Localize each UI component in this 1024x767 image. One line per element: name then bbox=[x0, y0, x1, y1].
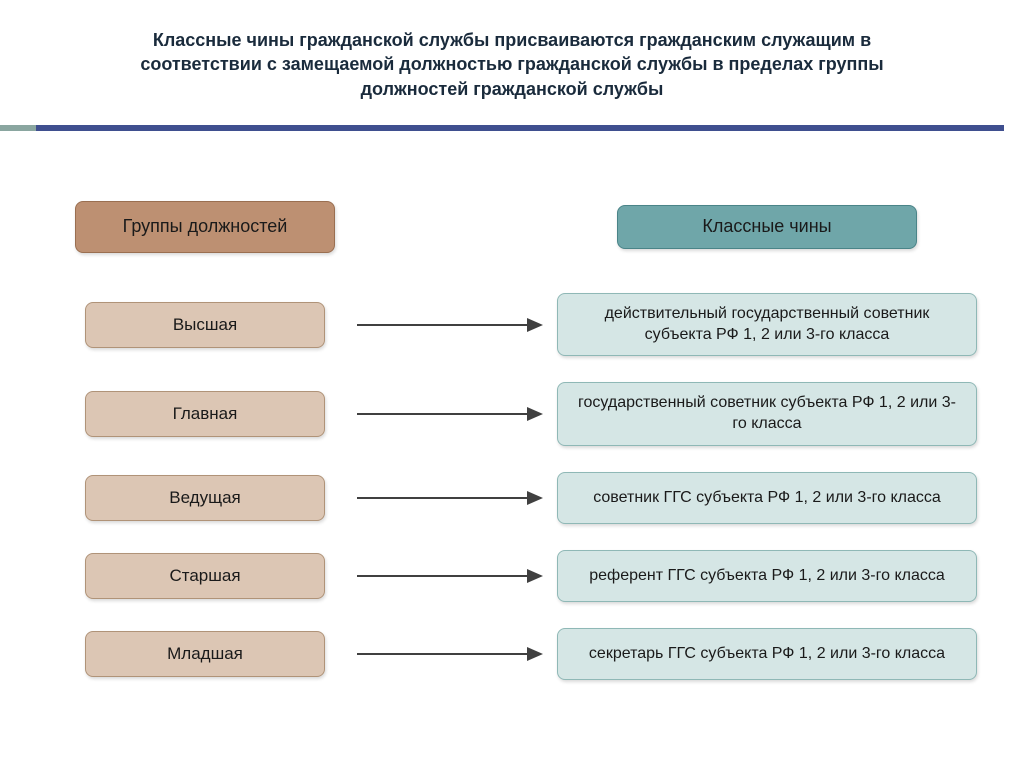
arrow bbox=[350, 404, 550, 424]
group-box: Главная bbox=[85, 391, 325, 437]
header-row: Группы должностей Классные чины bbox=[60, 201, 984, 253]
rank-box: действительный государственный советник … bbox=[557, 293, 977, 357]
row-1: Главная государственный советник субъекта… bbox=[60, 382, 984, 446]
page-title: Классные чины гражданской службы присваи… bbox=[0, 0, 1024, 119]
divider-main bbox=[36, 125, 1004, 131]
diagram: Группы должностей Классные чины Высшая де… bbox=[0, 201, 1024, 680]
group-box: Высшая bbox=[85, 302, 325, 348]
rank-box: государственный советник субъекта РФ 1, … bbox=[557, 382, 977, 446]
group-box: Старшая bbox=[85, 553, 325, 599]
row-2: Ведущая советник ГГС субъекта РФ 1, 2 или… bbox=[60, 472, 984, 524]
arrow bbox=[350, 488, 550, 508]
header-right-box: Классные чины bbox=[617, 205, 917, 249]
rank-box: референт ГГС субъекта РФ 1, 2 или 3-го к… bbox=[557, 550, 977, 602]
rank-box: советник ГГС субъекта РФ 1, 2 или 3-го к… bbox=[557, 472, 977, 524]
divider-accent bbox=[0, 125, 36, 131]
row-4: Младшая секретарь ГГС субъекта РФ 1, 2 ил… bbox=[60, 628, 984, 680]
row-3: Старшая референт ГГС субъекта РФ 1, 2 или… bbox=[60, 550, 984, 602]
rank-box: секретарь ГГС субъекта РФ 1, 2 или 3-го … bbox=[557, 628, 977, 680]
arrow bbox=[350, 315, 550, 335]
row-0: Высшая действительный государственный сов… bbox=[60, 293, 984, 357]
group-box: Младшая bbox=[85, 631, 325, 677]
header-left-box: Группы должностей bbox=[75, 201, 335, 253]
group-box: Ведущая bbox=[85, 475, 325, 521]
divider bbox=[0, 125, 1004, 131]
arrow bbox=[350, 644, 550, 664]
arrow bbox=[350, 566, 550, 586]
